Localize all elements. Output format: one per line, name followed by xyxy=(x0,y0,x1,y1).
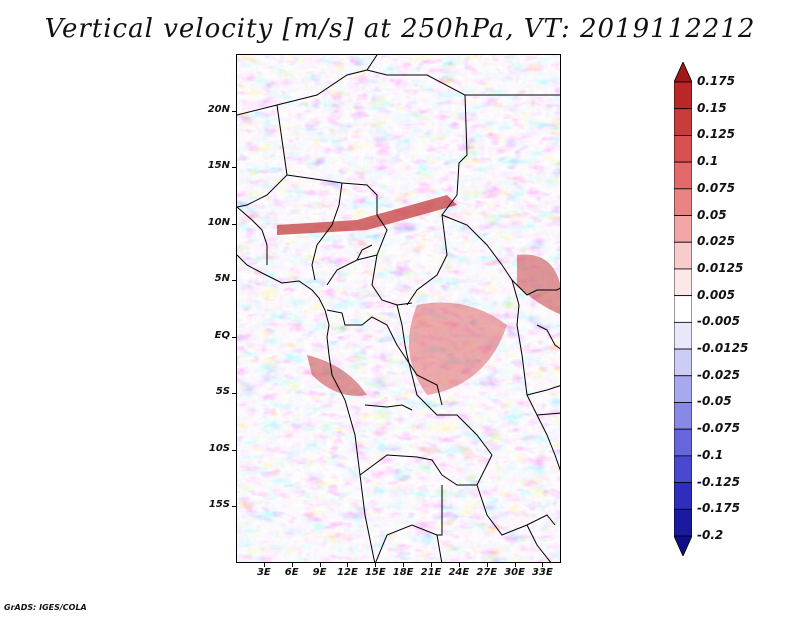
lon-label: 27E xyxy=(476,567,498,578)
colorbar-label: 0.075 xyxy=(697,180,735,195)
lat-label: 10S xyxy=(208,442,230,454)
lat-label: 5S xyxy=(215,386,230,398)
colorbar-bottom-arrow xyxy=(674,535,692,556)
lon-label: 12E xyxy=(337,567,358,578)
colorbar-swatch xyxy=(674,215,692,243)
lon-tick xyxy=(263,563,265,567)
colorbar-swatch xyxy=(674,108,692,136)
colorbar-swatch xyxy=(674,268,692,297)
colorbar-label: 0.15 xyxy=(697,100,727,115)
lon-tick xyxy=(347,563,349,567)
lon-tick xyxy=(486,563,488,567)
lon-label: 6E xyxy=(284,567,299,578)
chart-title: Vertical velocity [m/s] at 250hPa, VT: 2… xyxy=(44,14,756,44)
lon-label: 3E xyxy=(256,567,271,578)
colorbar-label: -0.005 xyxy=(697,314,740,329)
lon-tick xyxy=(375,563,377,567)
field-noise-fine xyxy=(237,55,560,562)
lon-tick xyxy=(458,563,460,567)
lon-tick xyxy=(319,563,321,567)
colorbar-label: -0.05 xyxy=(697,394,732,409)
lat-tick xyxy=(232,167,236,169)
lon-tick xyxy=(514,563,516,567)
colorbar-swatch xyxy=(674,428,692,457)
lat-tick xyxy=(232,449,236,451)
colorbar-swatch xyxy=(674,455,692,483)
colorbar-swatch xyxy=(674,241,692,270)
colorbar-label: 0.05 xyxy=(697,207,727,222)
lon-label: 18E xyxy=(392,567,414,578)
colorbar-label: -0.0125 xyxy=(697,341,749,356)
colorbar xyxy=(674,62,692,556)
lon-label: 33E xyxy=(532,567,553,578)
colorbar-swatch xyxy=(674,135,692,163)
lat-label: EQ xyxy=(214,329,230,341)
colorbar-swatch xyxy=(674,295,692,323)
colorbar-label: 0.0125 xyxy=(697,260,744,275)
colorbar-swatch xyxy=(674,348,692,377)
lon-label: 21E xyxy=(420,567,442,578)
colorbar-swatch xyxy=(674,161,692,190)
red-region-west xyxy=(307,355,367,396)
lon-label: 9E xyxy=(312,567,327,578)
lat-label: 20N xyxy=(207,103,230,115)
colorbar-label: -0.025 xyxy=(697,367,740,382)
lon-label: 15E xyxy=(364,567,386,578)
borders xyxy=(237,55,560,562)
lon-label: 30E xyxy=(504,567,525,578)
colorbar-swatch xyxy=(674,321,692,350)
colorbar-label: -0.2 xyxy=(697,528,724,542)
colorbar-top-arrow xyxy=(674,62,692,83)
colorbar-label: 0.175 xyxy=(697,74,735,88)
colorbar-label: -0.125 xyxy=(697,474,740,489)
colorbar-swatch xyxy=(674,482,692,510)
red-band xyxy=(277,195,457,235)
colorbar-label: 0.025 xyxy=(697,234,735,249)
velocity-field xyxy=(237,55,560,562)
colorbar-swatch xyxy=(674,375,692,403)
lon-label: 24E xyxy=(448,567,470,578)
lat-tick xyxy=(232,393,236,395)
colorbar-label: -0.075 xyxy=(697,421,740,436)
colorbar-label: 0.005 xyxy=(697,287,735,302)
colorbar-swatch xyxy=(674,508,692,537)
lon-tick xyxy=(403,563,405,567)
lat-tick xyxy=(232,110,236,112)
colorbar-label: 0.1 xyxy=(697,154,719,169)
colorbar-swatch xyxy=(674,188,692,216)
lat-label: 15N xyxy=(207,160,230,172)
grads-credit: GrADS: IGES/COLA xyxy=(4,603,87,612)
red-region-east xyxy=(517,254,560,315)
colorbar-swatch xyxy=(674,81,692,110)
colorbar-label: 0.125 xyxy=(697,127,735,142)
lat-label: 5N xyxy=(214,273,230,285)
lat-tick xyxy=(232,223,236,225)
lat-tick xyxy=(232,280,236,282)
red-region xyxy=(409,302,507,395)
lat-tick xyxy=(232,506,236,508)
lat-label: 10N xyxy=(207,216,230,228)
colorbar-label: -0.175 xyxy=(697,501,740,516)
lon-tick xyxy=(291,563,293,567)
map-plot xyxy=(236,54,561,563)
lat-tick xyxy=(232,336,236,338)
colorbar-swatch xyxy=(674,402,692,430)
lat-label: 15S xyxy=(208,499,230,511)
colorbar-label: -0.1 xyxy=(697,447,724,462)
lon-tick xyxy=(542,563,544,567)
lon-tick xyxy=(431,563,432,567)
